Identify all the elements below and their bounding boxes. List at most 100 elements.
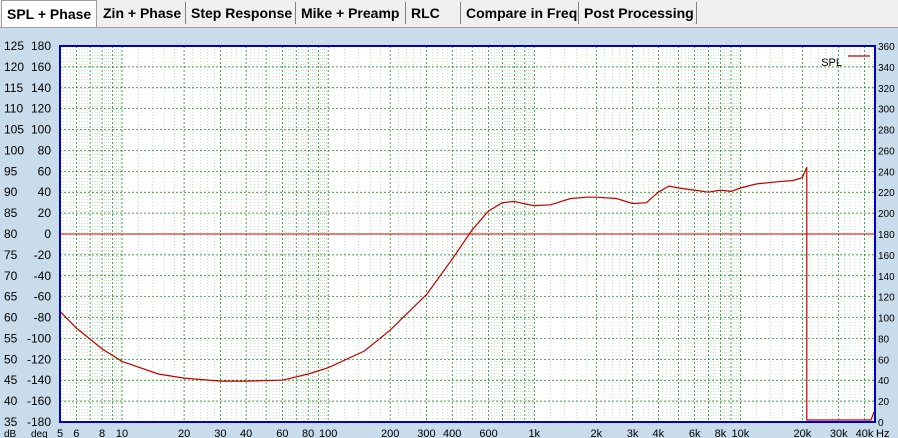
y-tick-label: 110 [4,102,23,116]
x-tick-label: 60 [276,428,288,438]
y3-tick-label: 260 [878,146,895,157]
x-tick-label: 10 [116,428,128,438]
y-tick-label: 125 [4,39,24,53]
x-tick-label: 2k [590,428,602,438]
y3-tick-label: 340 [878,63,895,74]
tab-mike-preamp[interactable]: Mike + Preamp [296,2,406,24]
y2-tick-label: 140 [31,81,51,95]
y2-tick-label: 20 [38,206,52,220]
y3-tick-label: 40 [878,376,890,387]
y-tick-label: 45 [4,373,18,387]
y2-tick-label: -100 [27,331,51,345]
y3-tick-label: 180 [878,230,895,241]
tab-post-processing[interactable]: Post Processing [579,2,697,24]
y-tick-label: 60 [4,311,18,325]
x-tick-label: 6k [689,428,701,438]
x-tick-label: 8 [99,428,105,438]
y2-unit-label: deg [31,429,48,438]
x-tick-label: 20k [794,428,812,438]
y3-tick-label: 240 [878,167,895,178]
y2-tick-label: -40 [34,269,52,283]
y2-tick-label: 80 [38,143,52,157]
y3-tick-label: 360 [878,42,895,53]
y2-tick-label: -80 [34,311,52,325]
y-tick-label: 65 [4,290,18,304]
y2-tick-label: -160 [27,394,51,408]
y3-tick-label: 220 [878,188,895,199]
y-tick-label: 35 [4,415,18,429]
spl-curve [59,166,808,382]
y2-tick-label: 60 [38,164,52,178]
y-tick-label: 70 [4,269,18,283]
y3-tick-label: 20 [878,397,890,408]
x-axis-labels: 5 6 8 10 20 30 40 60 80 100 200 300 400 600 1k 2k 3k 4k 6k… [57,428,890,438]
x-tick-label: 4k [653,428,665,438]
tab-step-response[interactable]: Step Response [186,2,296,24]
y-tick-label: 75 [4,248,18,262]
y2-tick-label: 160 [31,60,51,74]
x-tick-label: 80 [302,428,314,438]
y3-tick-label: 300 [878,105,895,116]
y3-tick-label: 0 [878,418,884,429]
tab-compare-in-freq[interactable]: Compare in Freq [461,2,579,24]
tab-bar: SPL + Phase Zin + Phase Step Response Mi… [0,0,898,28]
y3-tick-label: 280 [878,126,895,137]
x-tick-label: 6 [73,428,79,438]
y-tick-label: 90 [4,185,18,199]
tab-zin-phase[interactable]: Zin + Phase [98,2,186,24]
y-tick-label: 80 [4,227,18,241]
y2-tick-label: 0 [44,227,51,241]
tab-spl-phase[interactable]: SPL + Phase [1,0,97,27]
x-tick-label: 100 [319,428,337,438]
y3-tick-label: 320 [878,84,895,95]
tab-rlc[interactable]: RLC [406,2,461,24]
y-tick-label: 105 [4,123,24,137]
spl-drop-line [806,167,875,421]
y-tick-label: 55 [4,331,18,345]
x-tick-label: 3k [627,428,639,438]
y3-tick-label: 60 [878,355,890,366]
y2-tick-label: 180 [31,39,51,53]
y2-tick-label: 40 [38,185,52,199]
y3-tick-label: 200 [878,209,895,220]
y-tick-label: 50 [4,352,18,366]
y2-tick-label: -120 [27,352,51,366]
x-tick-label: 1k [528,428,540,438]
y3-tick-label: 140 [878,272,895,283]
x-tick-label: 400 [443,428,461,438]
y2-tick-label: -140 [27,373,51,387]
plot-border [59,45,876,423]
y2-tick-label: 100 [31,123,51,137]
y3-tick-label: 160 [878,251,895,262]
y-unit-label: dB [4,429,17,438]
legend-spl-label: SPL [821,57,842,69]
y-tick-label: 95 [4,164,18,178]
x-tick-label: 8k [715,428,727,438]
x-tick-label: 10k [731,428,749,438]
y-tick-label: 115 [4,81,23,95]
x-tick-label: 20 [178,428,190,438]
x-tick-label: 5 [57,428,63,438]
x-tick-label: 200 [381,428,399,438]
y2-tick-label: -180 [27,415,51,429]
x-tick-label: 40 [240,428,252,438]
x-tick-label: 600 [479,428,497,438]
x-tick-label: 30 [214,428,226,438]
y2-tick-label: 120 [31,102,51,116]
y-tick-label: 100 [4,143,24,157]
y-tick-label: 120 [4,60,24,74]
x-tick-label: 40k [856,428,874,438]
y3-tick-label: 120 [878,293,895,304]
y3-tick-label: 80 [878,334,890,345]
y2-tick-label: -20 [34,248,52,262]
y-tick-label: 40 [4,394,18,408]
y2-tick-label: -60 [34,290,52,304]
x-tick-label: 30k [830,428,848,438]
x-tick-label: 300 [417,428,435,438]
y-tick-label: 85 [4,206,18,220]
y3-tick-label: 100 [878,314,895,325]
x-unit-label: Hz [876,428,889,438]
legend: SPL [821,55,870,69]
